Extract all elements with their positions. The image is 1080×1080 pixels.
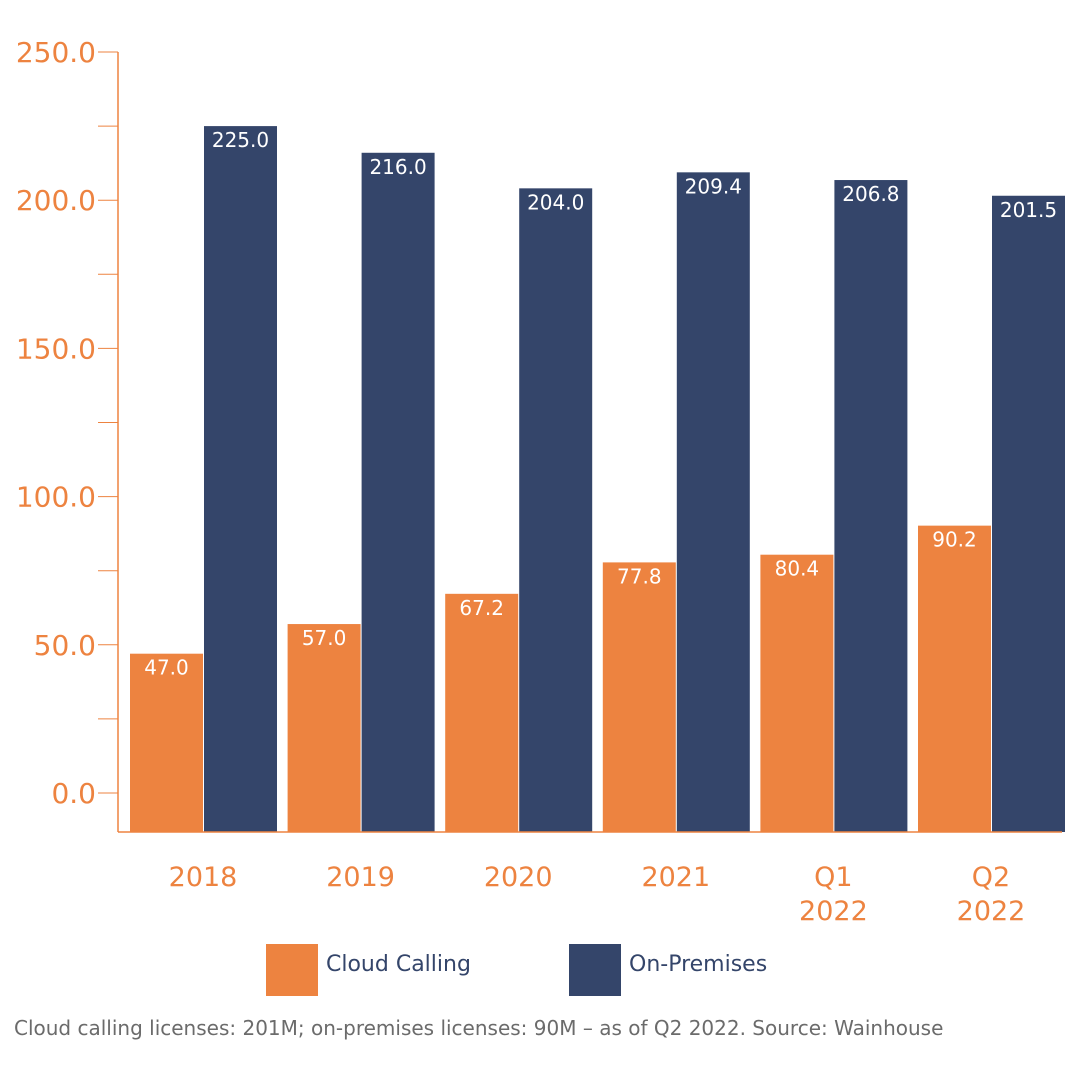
legend-item-cloud-calling: Cloud Calling: [266, 944, 471, 996]
bar-cloud-calling: [130, 653, 203, 832]
x-tick-label: 2020: [484, 862, 553, 893]
x-tick-label: Q1: [814, 862, 852, 893]
bar-value-label: 204.0: [527, 190, 584, 214]
bar-value-label: 57.0: [302, 626, 347, 650]
bar-labels: 47.0 225.0 57.0 216.0 67.2 204.0 77.8 209.4 80.4…: [144, 128, 1057, 680]
bar-value-label: 77.8: [617, 564, 662, 588]
x-tick-label: 2018: [169, 862, 238, 893]
y-tick-label: 50.0: [34, 629, 96, 662]
bar-chart: 47.0 225.0 57.0 216.0 67.2 204.0 77.8 209.4 80.4…: [16, 36, 1065, 927]
bar-value-label: 90.2: [932, 528, 977, 552]
x-tick-label: 2021: [641, 862, 710, 893]
bar-on-premises: [361, 152, 435, 832]
legend-label-cloud-calling: Cloud Calling: [326, 951, 471, 977]
x-tick-label: 2019: [326, 862, 395, 893]
bar-cloud-calling: [445, 593, 519, 832]
bar-value-label: 209.4: [685, 174, 742, 198]
bar-cloud-calling: [287, 624, 361, 832]
bar-value-label: 225.0: [212, 128, 269, 152]
bars: [130, 126, 1065, 833]
y-axis-labels: 0.0 50.0 100.0 150.0 200.0 250.0: [16, 36, 96, 810]
bar-on-premises: [204, 126, 277, 833]
legend-item-on-premises: On-Premises: [569, 944, 767, 996]
bar-value-label: 206.8: [842, 182, 899, 206]
bar-on-premises: [676, 172, 750, 833]
bar-value-label: 216.0: [369, 155, 426, 179]
y-tick-label: 0.0: [51, 777, 96, 810]
bar-cloud-calling: [760, 554, 834, 832]
legend-label-on-premises: On-Premises: [629, 951, 768, 977]
bar-on-premises: [992, 195, 1065, 832]
x-tick-label: Q2: [972, 862, 1010, 893]
legend-swatch-on-premises: [569, 944, 621, 996]
x-tick-label: 2022: [957, 896, 1026, 927]
bar-on-premises: [519, 188, 593, 832]
y-tick-label: 250.0: [16, 36, 96, 69]
y-tick-label: 200.0: [16, 184, 96, 217]
chart-caption: Cloud calling licenses: 201M; on-premise…: [14, 1016, 944, 1040]
bar-value-label: 67.2: [459, 596, 504, 620]
x-tick-label: 2022: [799, 896, 868, 927]
bar-value-label: 47.0: [144, 656, 189, 680]
bar-on-premises: [834, 180, 908, 832]
bar-cloud-calling: [918, 525, 991, 832]
y-axis-ticks: [98, 51, 118, 794]
legend-swatch-cloud-calling: [266, 944, 318, 996]
bar-value-label: 201.5: [1000, 198, 1057, 222]
bar-cloud-calling: [602, 562, 676, 832]
y-tick-label: 100.0: [16, 481, 96, 514]
y-tick-label: 150.0: [16, 332, 96, 365]
bar-value-label: 80.4: [775, 557, 820, 581]
